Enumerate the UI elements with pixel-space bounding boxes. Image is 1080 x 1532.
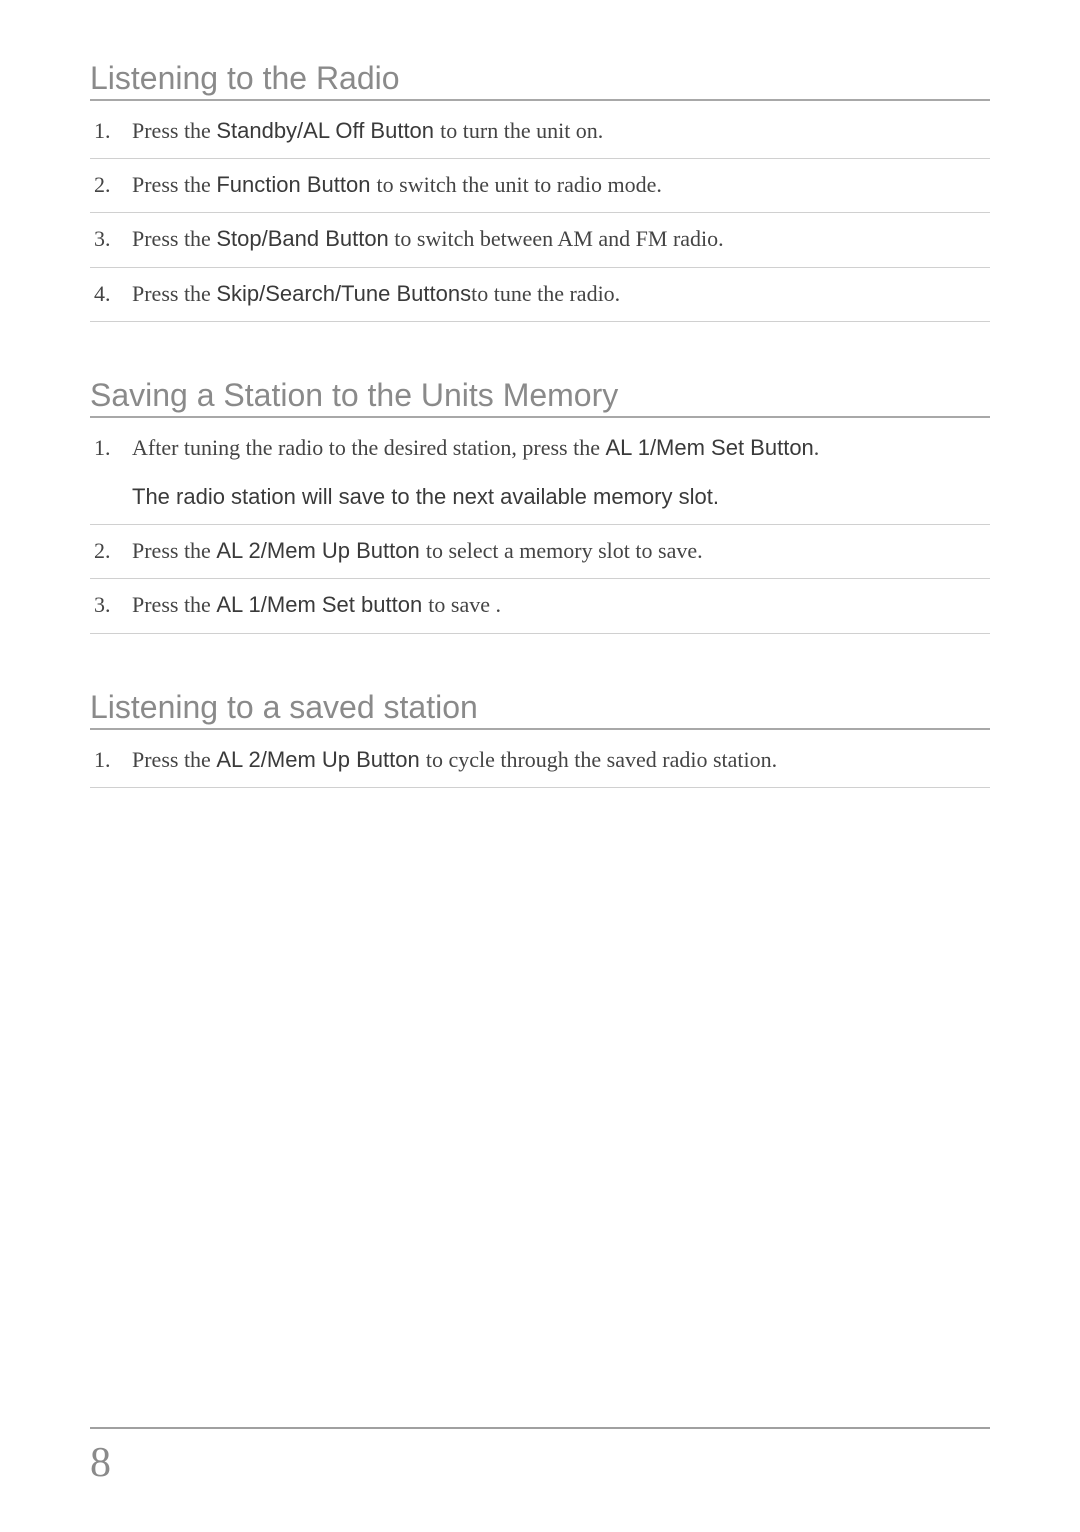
list-text: Press the AL 1/Mem Set button to save .: [132, 587, 990, 622]
page-number: 8: [90, 1440, 111, 1486]
section-listening-radio: Listening to the Radio 1. Press the Stan…: [90, 60, 990, 322]
section-listening-saved: Listening to a saved station 1. Press th…: [90, 689, 990, 788]
list-number: 3.: [90, 587, 132, 622]
page-content: Listening to the Radio 1. Press the Stan…: [90, 60, 990, 788]
list-number: 4.: [90, 276, 132, 311]
list-item: 3. Press the AL 1/Mem Set button to save…: [90, 579, 990, 633]
list-number: 1.: [90, 113, 132, 148]
list-text: Press the Stop/Band Button to switch bet…: [132, 221, 990, 256]
list-number: 3.: [90, 221, 132, 256]
page-footer: 8: [90, 1427, 990, 1487]
section-heading: Listening to a saved station: [90, 689, 990, 730]
list-text: Press the Skip/Search/Tune Buttonsto tun…: [132, 276, 990, 311]
list-number: 1.: [90, 742, 132, 777]
list-number: 2.: [90, 533, 132, 568]
list-item: 1. After tuning the radio to the desired…: [90, 430, 990, 525]
list-item: 2. Press the AL 2/Mem Up Button to selec…: [90, 525, 990, 579]
section-heading: Listening to the Radio: [90, 60, 990, 101]
list-item: 3. Press the Stop/Band Button to switch …: [90, 213, 990, 267]
list-text: Press the Standby/AL Off Button to turn …: [132, 113, 990, 148]
section-saving-station: Saving a Station to the Units Memory 1. …: [90, 377, 990, 634]
list-text: Press the AL 2/Mem Up Button to select a…: [132, 533, 990, 568]
list-item: 2. Press the Function Button to switch t…: [90, 159, 990, 213]
list-item: 4. Press the Skip/Search/Tune Buttonsto …: [90, 268, 990, 322]
list-item: 1. Press the Standby/AL Off Button to tu…: [90, 113, 990, 159]
list-text: After tuning the radio to the desired st…: [132, 430, 990, 514]
list-number: 1.: [90, 430, 132, 465]
sub-line: The radio station will save to the next …: [132, 479, 990, 514]
list-number: 2.: [90, 167, 132, 202]
list-item: 1. Press the AL 2/Mem Up Button to cycle…: [90, 742, 990, 788]
section-heading: Saving a Station to the Units Memory: [90, 377, 990, 418]
list-text: Press the Function Button to switch the …: [132, 167, 990, 202]
list-text: Press the AL 2/Mem Up Button to cycle th…: [132, 742, 990, 777]
